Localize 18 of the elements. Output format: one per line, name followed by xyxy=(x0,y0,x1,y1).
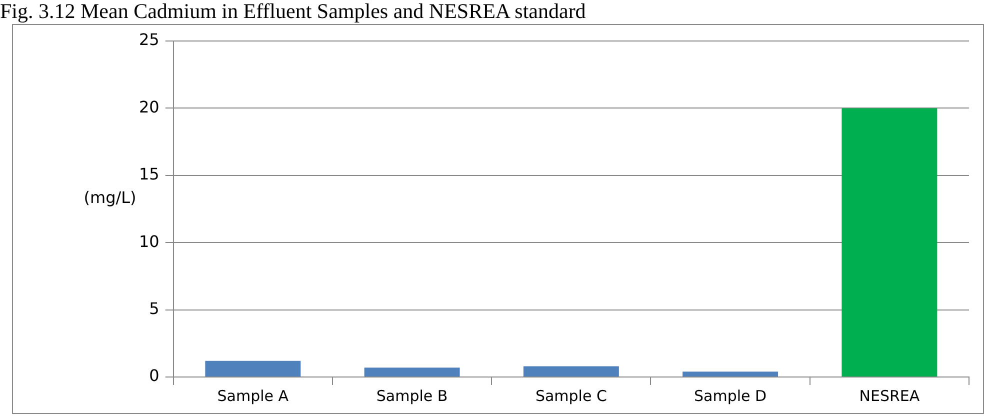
y-tick-label: 15 xyxy=(139,164,160,184)
y-tick-label: 5 xyxy=(149,298,160,318)
bar xyxy=(682,372,778,376)
bar xyxy=(523,366,619,376)
x-tick-label: NESREA xyxy=(859,386,920,405)
y-tick-label: 10 xyxy=(139,232,160,251)
bar xyxy=(205,360,301,376)
bar xyxy=(364,368,460,376)
x-tick-label: Sample D xyxy=(694,386,767,405)
x-tick-label: Sample C xyxy=(535,386,607,405)
y-tick-label: 25 xyxy=(139,30,160,50)
y-tick-label: 20 xyxy=(139,97,160,116)
bar xyxy=(842,108,938,376)
x-tick-label: Sample B xyxy=(376,386,448,405)
y-axis-title: (mg/L) xyxy=(84,188,136,208)
x-tick-label: Sample A xyxy=(217,386,290,405)
chart-title: Fig. 3.12 Mean Cadmium in Effluent Samples and NESREA standard xyxy=(0,0,586,23)
y-tick-label: 0 xyxy=(149,366,160,386)
